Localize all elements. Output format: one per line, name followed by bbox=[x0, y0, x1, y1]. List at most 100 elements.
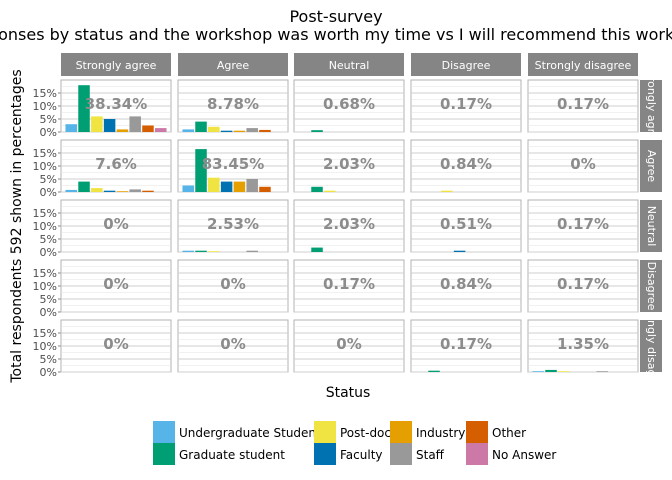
row-strip-label: Strongly disagree bbox=[645, 298, 658, 395]
bar-undergraduate-student bbox=[65, 189, 77, 192]
panel-total-label: 0% bbox=[220, 335, 245, 353]
bar-other bbox=[142, 125, 154, 132]
y-tick-label: 5% bbox=[40, 293, 57, 306]
y-tick-label: 5% bbox=[40, 353, 57, 366]
legend-label: Post-doc bbox=[340, 426, 391, 440]
bar-staff bbox=[246, 179, 258, 192]
bar-faculty bbox=[103, 119, 116, 132]
column-strip-3 bbox=[411, 53, 521, 76]
bar-post-doc bbox=[91, 188, 103, 192]
legend-label: Staff bbox=[416, 448, 445, 462]
y-tick-label: 10% bbox=[33, 340, 57, 353]
bar-industry bbox=[116, 191, 129, 192]
column-strip-2 bbox=[294, 53, 404, 76]
legend-label: Other bbox=[492, 426, 526, 440]
bar-graduate-student bbox=[428, 370, 440, 372]
bar-undergraduate-student bbox=[182, 185, 194, 192]
bar-graduate-student bbox=[195, 149, 207, 192]
bar-faculty bbox=[103, 190, 116, 192]
y-tick-label: 15% bbox=[33, 87, 57, 100]
y-tick-label: 10% bbox=[33, 280, 57, 293]
row-strip-label: Neutral bbox=[645, 206, 658, 247]
legend-swatch bbox=[153, 443, 175, 465]
panel-total-label: 38.34% bbox=[85, 95, 147, 113]
bar-post-doc bbox=[208, 177, 220, 192]
panel-total-label: 0.17% bbox=[557, 275, 609, 293]
bar-post-doc bbox=[441, 190, 453, 192]
legend-swatch bbox=[314, 443, 336, 465]
bar-graduate-student bbox=[195, 250, 207, 252]
column-strip-label: Strongly agree bbox=[76, 59, 157, 72]
bar-no-answer bbox=[155, 128, 167, 132]
y-tick-label: 15% bbox=[33, 207, 57, 220]
facet-panels: Strongly agree Agree Neutral Disagree Strong… bbox=[33, 53, 662, 395]
bar-other bbox=[142, 190, 154, 192]
panel-total-label: 0.17% bbox=[323, 275, 375, 293]
panel-total-label: 1.35% bbox=[557, 335, 609, 353]
panel-total-label: 0% bbox=[103, 275, 128, 293]
y-tick-label: 10% bbox=[33, 100, 57, 113]
y-tick-label: 15% bbox=[33, 267, 57, 280]
legend-swatch bbox=[390, 421, 412, 443]
bar-graduate-student bbox=[311, 130, 323, 132]
panel-total-label: 83.45% bbox=[202, 155, 264, 173]
column-strip-label: Strongly disagree bbox=[535, 59, 632, 72]
bar-staff bbox=[129, 189, 141, 192]
bar-post-doc bbox=[91, 116, 103, 132]
row-strip-2 bbox=[640, 200, 662, 252]
x-axis-label: Status bbox=[326, 385, 371, 401]
panel-total-label: 2.03% bbox=[323, 215, 375, 233]
panel-total-label: 8.78% bbox=[207, 95, 259, 113]
column-strip-label: Agree bbox=[217, 59, 250, 72]
bar-graduate-student bbox=[311, 186, 323, 192]
bar-staff bbox=[246, 128, 258, 132]
y-tick-label: 10% bbox=[33, 160, 57, 173]
bar-staff bbox=[246, 250, 258, 252]
bar-industry bbox=[233, 130, 246, 132]
y-tick-label: 0% bbox=[40, 186, 57, 199]
panel-total-label: 7.6% bbox=[95, 155, 137, 173]
legend-swatch bbox=[466, 443, 488, 465]
bar-other bbox=[259, 129, 271, 132]
bar-graduate-student bbox=[195, 121, 207, 132]
panel-total-label: 0% bbox=[220, 275, 245, 293]
bar-faculty bbox=[220, 130, 233, 132]
chart-title: Post-survey bbox=[289, 7, 382, 26]
panel-total-label: 0% bbox=[570, 155, 595, 173]
bar-other bbox=[259, 186, 271, 192]
bar-post-doc bbox=[208, 251, 220, 252]
legend: Undergraduate Student Graduate student Pos… bbox=[153, 421, 556, 465]
panel-total-label: 2.53% bbox=[207, 215, 259, 233]
bar-industry bbox=[233, 181, 246, 192]
bar-post-doc bbox=[208, 126, 220, 132]
legend-label: No Answer bbox=[492, 448, 556, 462]
panel-total-label: 0% bbox=[103, 335, 128, 353]
column-strip-0 bbox=[61, 53, 171, 76]
bar-staff bbox=[129, 116, 141, 132]
y-tick-label: 0% bbox=[40, 246, 57, 259]
y-tick-label: 5% bbox=[40, 233, 57, 246]
y-axis-label: Total respondents 592 shown in percentag… bbox=[9, 69, 25, 383]
panel-total-label: 0.84% bbox=[440, 275, 492, 293]
bar-graduate-student bbox=[78, 181, 90, 192]
row-strip-0 bbox=[640, 80, 662, 132]
legend-swatch bbox=[153, 421, 175, 443]
bar-undergraduate-student bbox=[182, 129, 194, 132]
column-strip-1 bbox=[178, 53, 288, 76]
row-strip-4 bbox=[640, 320, 662, 372]
column-strip-4 bbox=[528, 53, 638, 76]
row-strip-1 bbox=[640, 140, 662, 192]
panel-total-label: 0.84% bbox=[440, 155, 492, 173]
y-tick-label: 0% bbox=[40, 126, 57, 139]
legend-swatch bbox=[390, 443, 412, 465]
row-strip-label: Strongly agree bbox=[645, 66, 658, 147]
row-strip-label: Disagree bbox=[645, 262, 658, 311]
y-tick-label: 15% bbox=[33, 327, 57, 340]
bar-staff bbox=[596, 371, 608, 372]
bar-undergraduate-student bbox=[532, 371, 544, 372]
bar-undergraduate-student bbox=[182, 250, 194, 252]
bar-graduate-student bbox=[311, 247, 323, 252]
legend-swatch bbox=[314, 421, 336, 443]
y-tick-label: 5% bbox=[40, 173, 57, 186]
